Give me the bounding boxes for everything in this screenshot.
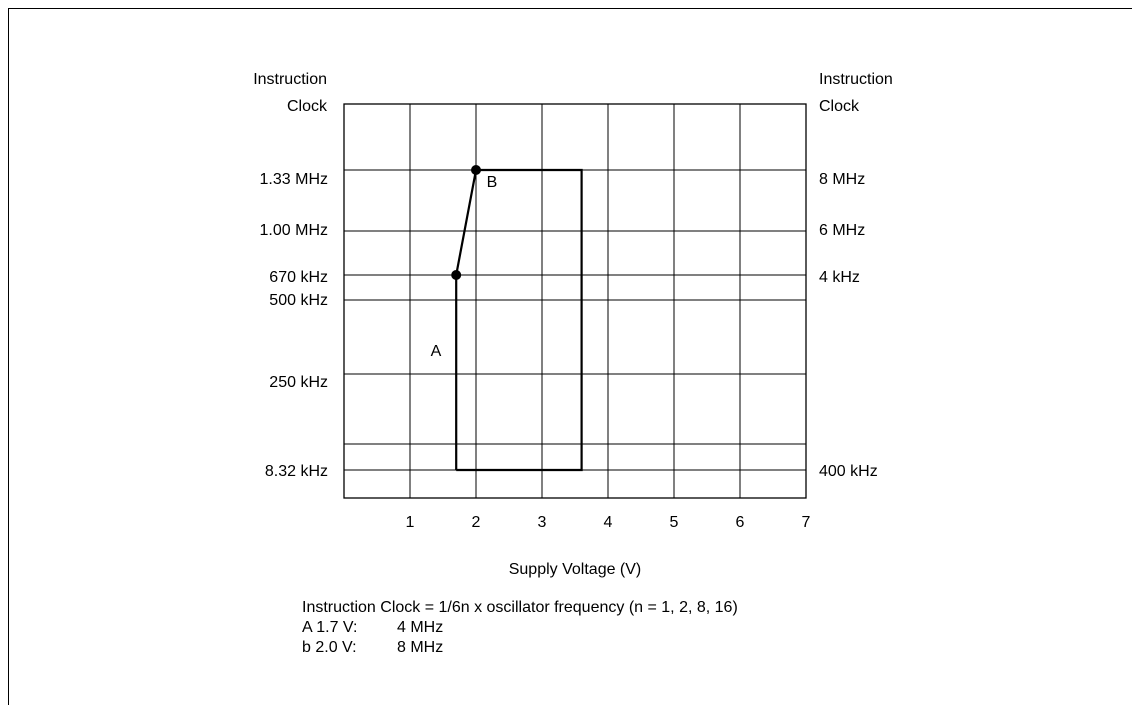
note-row-b: b 2.0 V: 8 MHz [302,638,738,658]
data-point-marker [471,165,481,175]
right-tick-label: 8 MHz [819,171,865,188]
plot-border [343,103,807,499]
right-tick-label: 6 MHz [819,222,865,239]
formula-note: Instruction Clock = 1/6n x oscillator fr… [302,599,738,616]
right-tick-label: 400 kHz [819,463,878,480]
left-axis-title: Clock [287,98,328,115]
note-value-a: 4 MHz [397,619,444,636]
left-tick-label: 500 kHz [269,292,328,309]
x-tick-label: 5 [670,514,679,531]
left-tick-label: 1.00 MHz [260,222,328,239]
chart-markers [451,165,481,280]
operating-region-line [455,168,583,472]
right-axis-title: Instruction [819,71,893,88]
annotation-label: A [431,343,442,360]
left-tick-label: 8.32 kHz [265,463,328,480]
right-tick-label: 4 kHz [819,269,860,286]
x-tick-label: 1 [406,514,415,531]
note-key-b: b 2.0 V: [302,639,357,656]
note-key-a: A 1.7 V: [302,619,358,636]
left-tick-label: 1.33 MHz [260,171,328,188]
chart-labels: A B Instruction Clock 1.33 MHz 1.00 MHz 670 kH… [253,71,893,578]
x-tick-label: 7 [802,514,811,531]
right-axis-title: Clock [819,98,860,115]
x-tick-label: 2 [472,514,481,531]
note-value-b: 8 MHz [397,639,444,656]
x-tick-label: 4 [604,514,613,531]
chart-notes: Instruction Clock = 1/6n x oscillator fr… [302,598,738,658]
chart-series [455,168,583,472]
figure-frame [8,8,1132,705]
chart-grid [343,103,807,499]
x-tick-label: 3 [538,514,547,531]
note-row-a: A 1.7 V: 4 MHz [302,618,738,638]
data-point-marker [451,270,462,280]
x-axis-label: Supply Voltage (V) [509,561,642,578]
left-tick-label: 250 kHz [269,374,328,391]
left-tick-label: 670 kHz [269,269,328,286]
annotation-label: B [487,174,498,191]
x-tick-label: 6 [736,514,745,531]
left-axis-title: Instruction [253,71,327,88]
